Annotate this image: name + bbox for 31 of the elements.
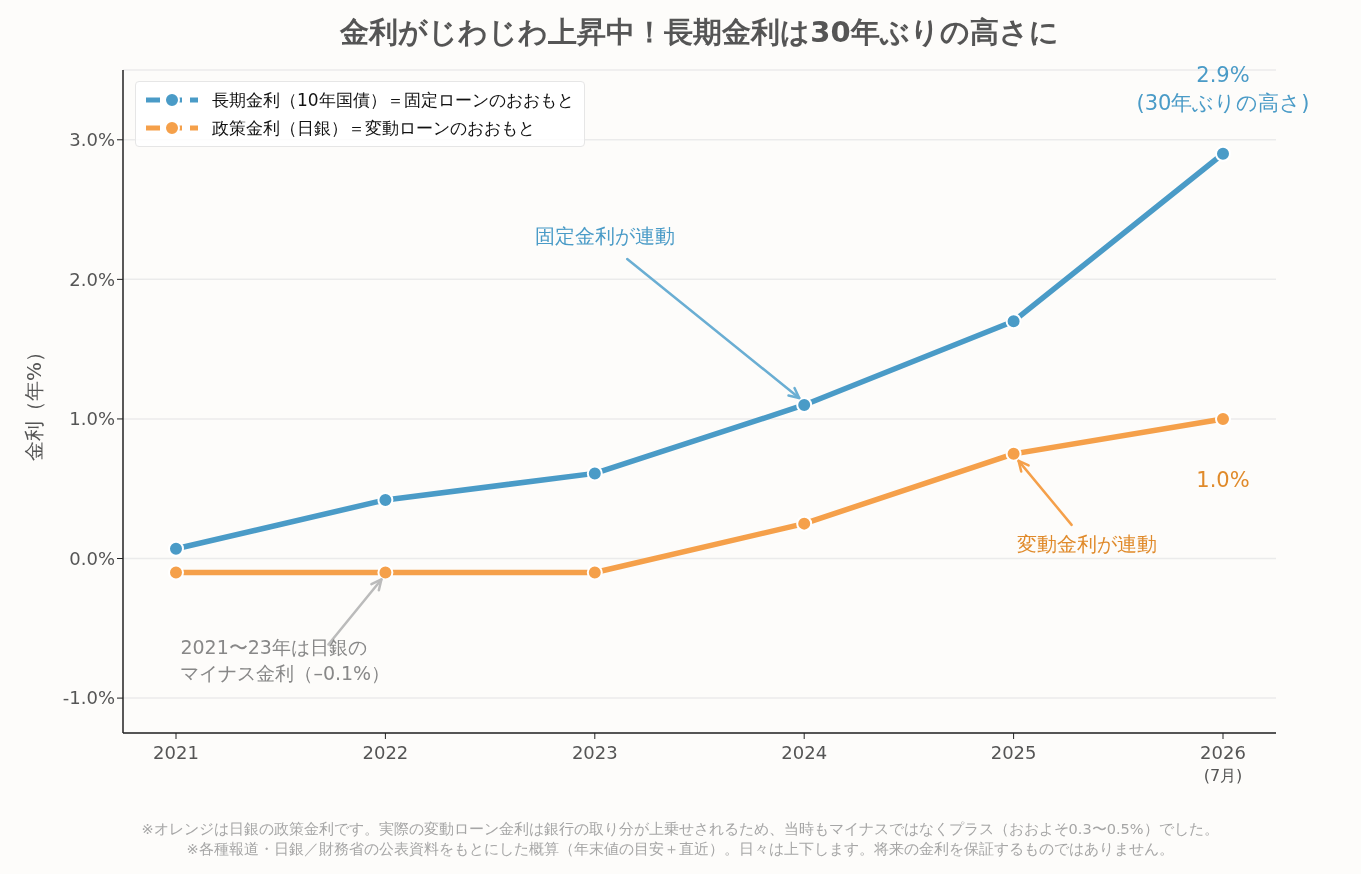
annotation: 1.0%: [1196, 468, 1250, 493]
annotation: 変動金利が連動: [1016, 531, 1157, 556]
point: [586, 465, 603, 482]
chart-title: 金利がじわじわ上昇中！長期金利は30年ぶりの高さに: [339, 15, 1059, 49]
legend-label: 政策金利（日銀）＝変動ローンのおおもと: [212, 116, 535, 140]
y-axis-title: 金利（年%）: [21, 341, 46, 462]
x-tick-label: 2024: [781, 742, 828, 763]
x-tick-label: 2022: [362, 742, 409, 763]
text: ※各種報道・日銀／財務省の公表資料をもとにした概算（年末値の目安＋直近）。日々は上下します。将来の金利を保証するものではありません。: [186, 841, 1174, 857]
annotation: 2021〜23年は日銀のマイナス金利（–0.1%）: [180, 636, 391, 684]
annotation: 2.9% (30年ぶりの高さ): [1136, 62, 1310, 116]
x-tick-label: 2026 (7月): [1200, 742, 1246, 785]
point: [377, 564, 394, 581]
y-tick-label: -1.0%: [62, 687, 115, 709]
point: [168, 540, 184, 557]
x-tick-label: 2023: [571, 742, 618, 763]
point: [1215, 145, 1231, 162]
legend-label: 長期金利（10年国債）＝固定ローンのおおもと: [212, 88, 574, 112]
point: [796, 515, 813, 532]
y-tick-label: 2.0%: [69, 268, 115, 290]
x-tick-label: 2021: [153, 742, 199, 763]
text: ※オレンジは日銀の政策金利です。実際の変動ローン金利は銀行の取り分が上乗せされるため、当時もマイナスではなくプラス（おおよそ0.3〜0.5%）でした。: [141, 821, 1219, 837]
y-tick-label: 1.0%: [69, 408, 115, 430]
annotation: 固定金利が連動: [535, 223, 676, 248]
point: [168, 564, 184, 581]
y-tick-label: 0.0%: [69, 547, 115, 569]
x-tick-label: 2025: [990, 742, 1037, 763]
point: [1005, 445, 1022, 462]
point: [586, 564, 603, 581]
y-tick-label: 3.0%: [69, 129, 115, 151]
point: [1005, 313, 1022, 330]
